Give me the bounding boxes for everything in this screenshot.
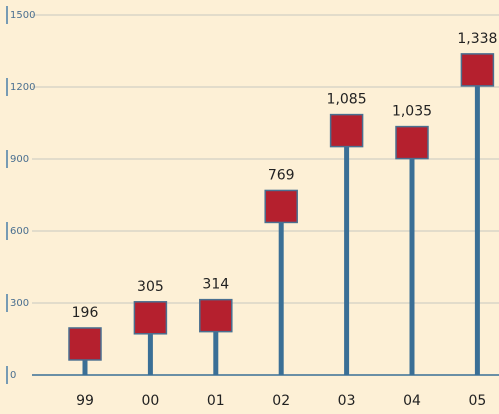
value-label: 1,035 [392, 104, 432, 120]
tick-box [7, 78, 31, 96]
tick-box [7, 294, 31, 312]
marker [395, 125, 429, 160]
x-tick-label: 00 [141, 393, 159, 409]
tick-box [7, 150, 31, 168]
value-label: 305 [137, 279, 164, 295]
value-label: 769 [268, 167, 295, 183]
y-tick-label: 900 [10, 154, 29, 165]
x-tick-label: 05 [468, 393, 486, 409]
value-label: 1,085 [327, 92, 367, 108]
y-tick-label: 300 [10, 298, 29, 309]
x-tick-label: 03 [338, 393, 356, 409]
y-tick-label: 1500 [10, 10, 35, 21]
tick-box [7, 222, 31, 240]
x-tick-label: 02 [272, 393, 290, 409]
value-label: 1,338 [457, 31, 497, 47]
tick-box [7, 366, 31, 384]
marker [68, 327, 102, 361]
value-label: 314 [202, 277, 229, 293]
x-tick-label: 01 [207, 393, 225, 409]
marker [264, 189, 298, 224]
x-tick-label: 04 [403, 393, 421, 409]
marker [460, 53, 495, 87]
marker [199, 298, 233, 333]
y-tick-label: 600 [10, 226, 29, 237]
x-tick-label: 99 [76, 393, 94, 409]
y-tick-label: 0 [10, 370, 16, 381]
marker [133, 301, 168, 335]
tick-box [7, 6, 31, 24]
value-label: 196 [72, 305, 99, 321]
marker [329, 113, 364, 148]
y-tick-label: 1200 [10, 82, 35, 93]
